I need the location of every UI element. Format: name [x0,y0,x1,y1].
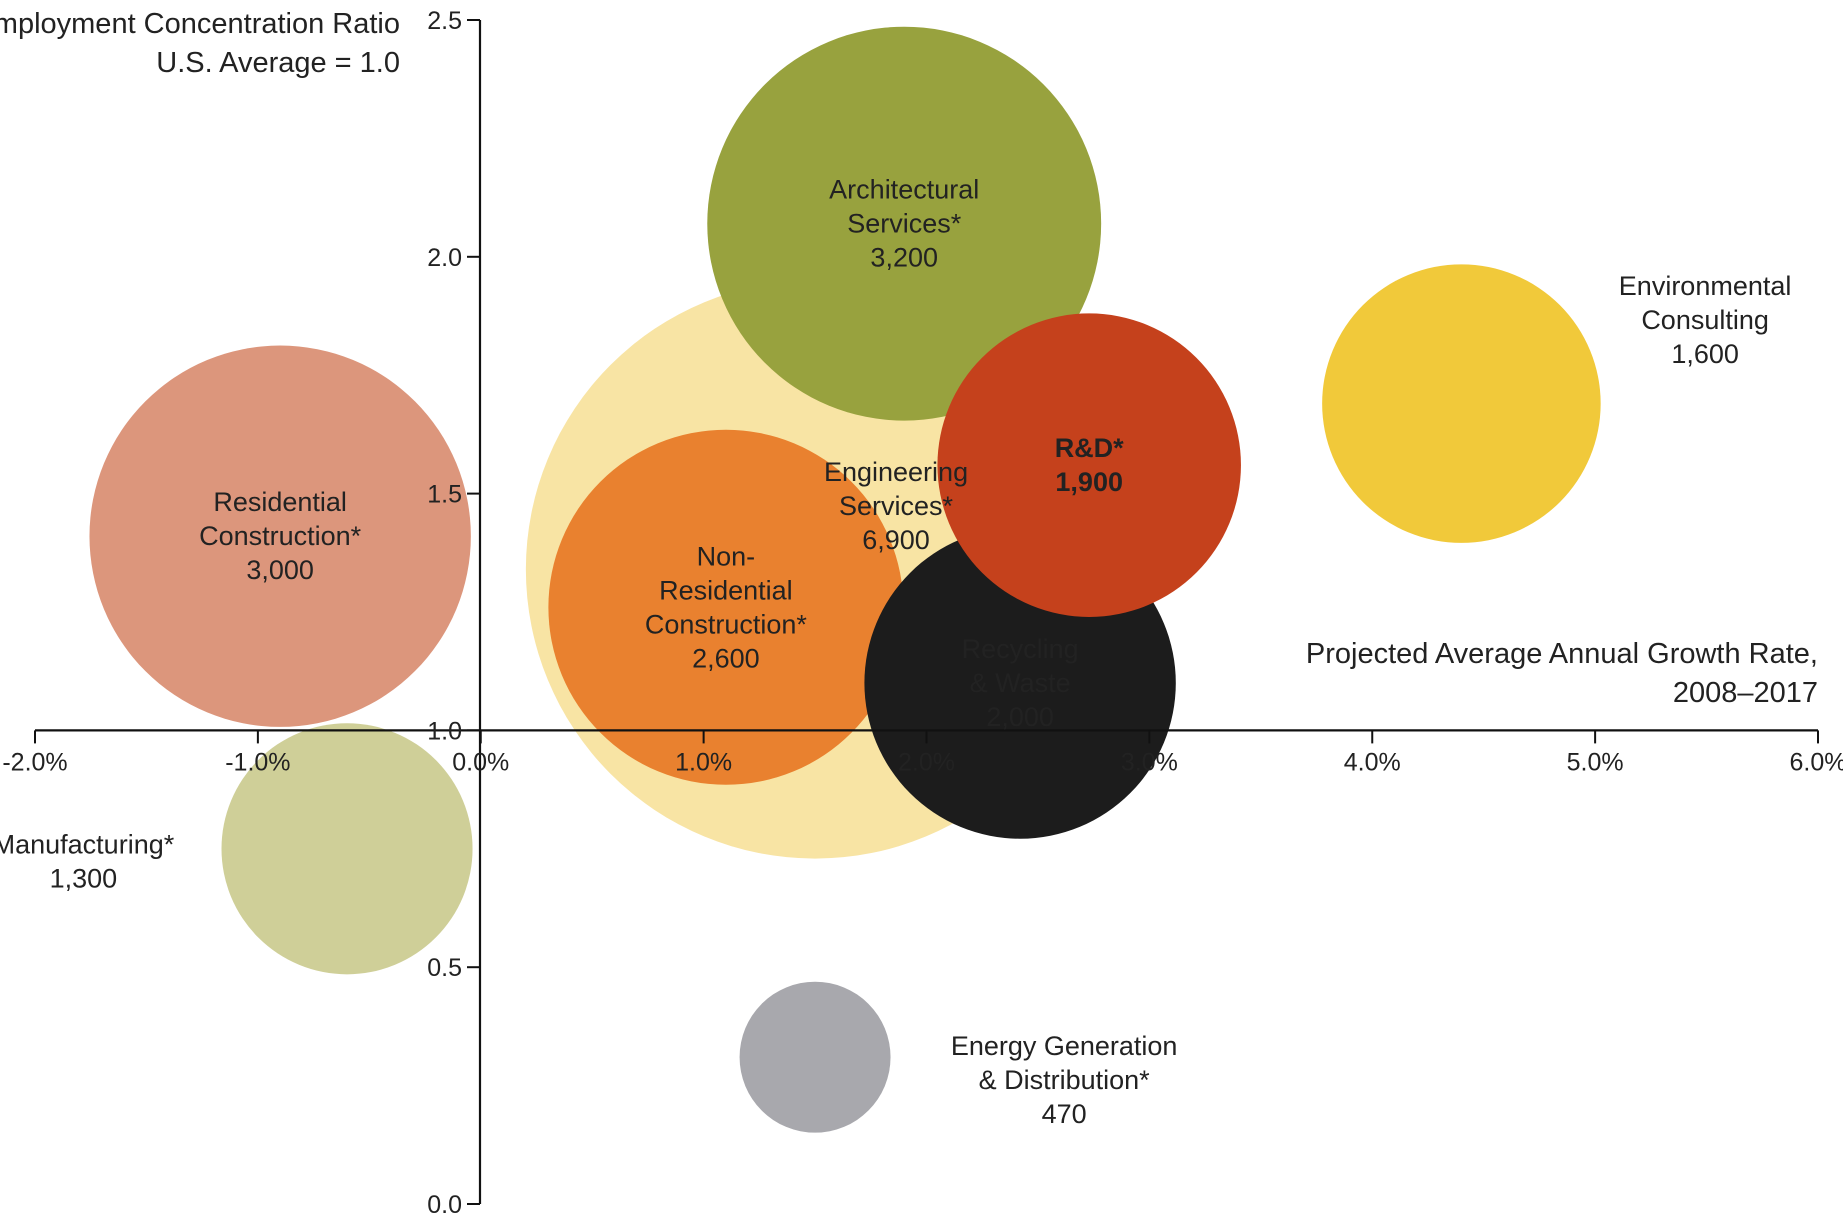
bubble-label-recycling-waste-line-2: & Waste [970,668,1071,698]
bubble-label-environmental-consulting-line-3: 1,600 [1671,339,1739,369]
y-axis-title: Employment Concentration Ratio U.S. Aver… [0,8,400,79]
bubble-label-engineering-services-line-2: Services* [839,491,954,521]
bubble-label-manufacturing-line-2: 1,300 [50,863,118,893]
bubbles-layer [89,26,1601,1133]
bubble-label-residential-construction-line-1: Residential [213,487,347,517]
x-tick-label: 0.0% [452,748,509,776]
bubble-label-residential-construction-line-3: 3,000 [246,555,314,585]
x-tick-label: -2.0% [2,748,67,776]
y-axis-title-line-2: U.S. Average = 1.0 [156,47,400,79]
bubble-label-architectural-services-line-3: 3,200 [870,243,938,273]
bubble-label-non-residential-construction-line-2: Residential [659,575,793,605]
y-tick-label: 2.0 [427,244,462,272]
bubble-label-r-d-line-1: R&D* [1055,433,1124,463]
x-axis-title-line-1: Projected Average Annual Growth Rate, [1306,638,1818,670]
bubble-label-architectural-services-line-2: Services* [847,209,962,239]
bubble-residential-construction [89,345,471,727]
bubble-label-manufacturing-line-1: Manufacturing* [0,829,175,859]
x-tick-label: 2.0% [898,748,955,776]
bubble-label-engineering-services-line-3: 6,900 [862,525,930,555]
y-tick-label: 1.5 [427,481,462,509]
bubble-environmental-consulting [1322,264,1601,543]
bubble-label-recycling-waste-line-1: Recycling [962,634,1079,664]
bubble-label-non-residential-construction-line-1: Non- [697,541,756,571]
x-tick-label: -1.0% [225,748,290,776]
bubble-energy-generation-distribution [739,981,891,1133]
bubble-label-energy-generation-distribution-line-1: Energy Generation [951,1031,1178,1061]
bubble-label-engineering-services-line-1: Engineering [824,457,968,487]
x-tick-label: 1.0% [675,748,732,776]
bubble-label-architectural-services-line-1: Architectural [829,175,979,205]
bubble-label-non-residential-construction-line-3: Construction* [645,609,808,639]
bubble-manufacturing [221,723,473,975]
y-tick-label: 1.0 [427,717,462,745]
bubble-label-environmental-consulting-line-1: Environmental [1619,271,1792,301]
bubble-non-residential-construction [548,429,904,785]
x-tick-label: 5.0% [1567,748,1624,776]
bubble-label-recycling-waste-line-3: 2,000 [986,702,1054,732]
y-tick-label: 2.5 [427,7,462,35]
x-tick-label: 4.0% [1344,748,1401,776]
x-tick-label: 6.0% [1790,748,1843,776]
bubble-label-r-d-line-2: 1,900 [1055,467,1123,497]
bubble-architectural-services [707,26,1102,421]
y-tick-label: 0.5 [427,954,462,982]
bubble-label-energy-generation-distribution-line-3: 470 [1042,1099,1087,1129]
bubble-label-energy-generation-distribution-line-2: & Distribution* [979,1065,1151,1095]
y-tick-label: 0.0 [427,1191,462,1219]
axes-layer: 0.0 0.5 1.0 1.5 2.0 2.5 -2.0% -1.0% 0.0% 1.0% 2.0%… [2,7,1843,1219]
y-axis-title-line-1: Employment Concentration Ratio [0,8,400,40]
bubble-r-d [937,313,1241,617]
bubble-label-environmental-consulting-line-2: Consulting [1641,305,1769,335]
x-axis-title-line-2: 2008–2017 [1673,677,1818,709]
bubble-labels-layer: Engineering Services* 6,900 Architectural Se… [0,175,1791,1129]
x-tick-label: 3.0% [1121,748,1178,776]
bubble-label-residential-construction-line-2: Construction* [199,521,362,551]
x-axis-title: Projected Average Annual Growth Rate, 20… [1306,638,1818,709]
bubble-label-non-residential-construction-line-4: 2,600 [692,643,760,673]
